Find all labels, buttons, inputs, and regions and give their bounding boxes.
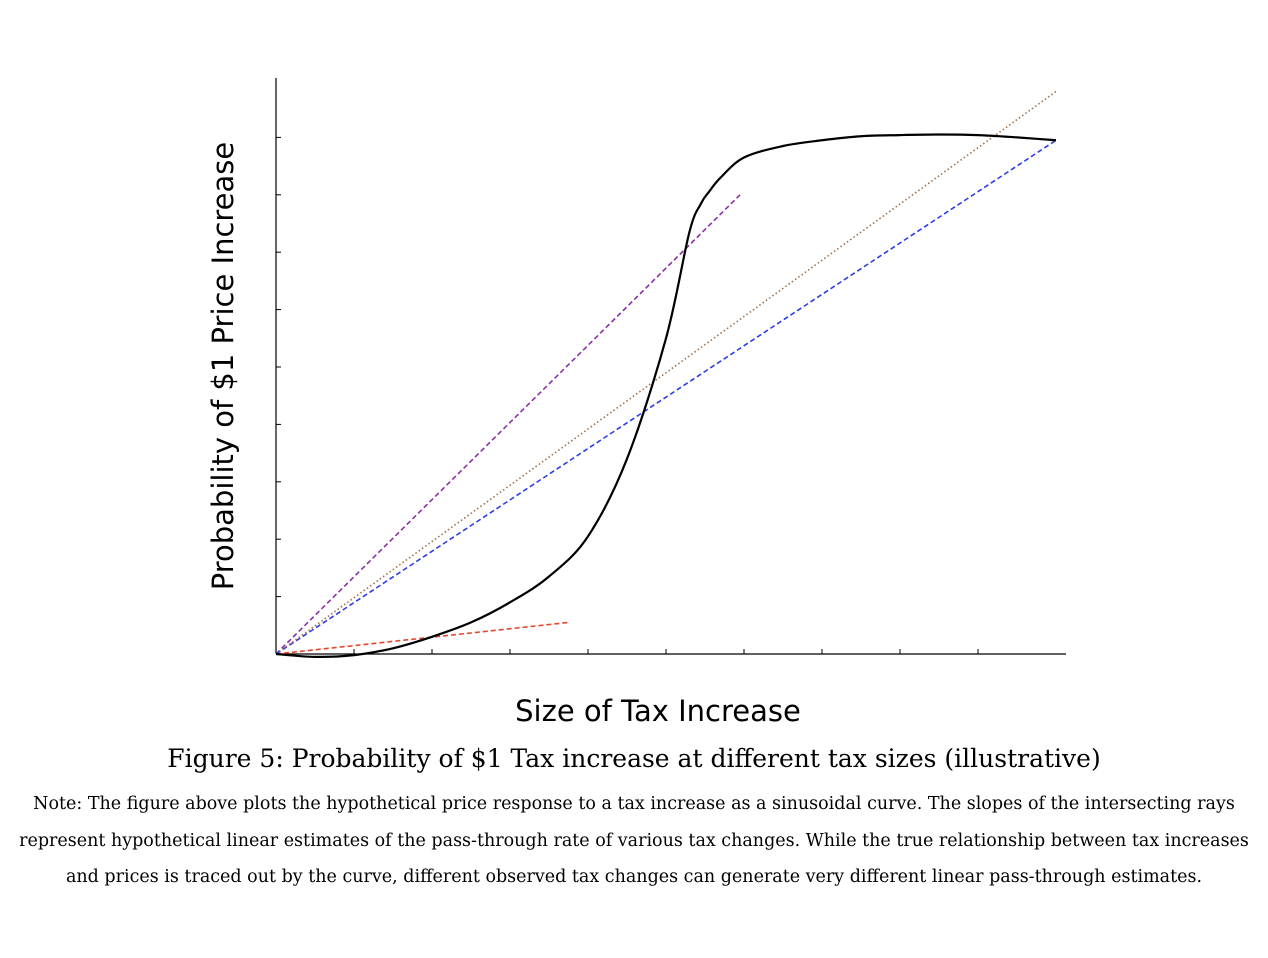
x-axis-label: Size of Tax Increase	[515, 694, 801, 728]
ray-line-3	[275, 139, 1057, 655]
ray-line-2	[275, 194, 741, 655]
axes	[275, 78, 1066, 655]
price-response-curve-line	[275, 133, 1057, 659]
price-response-curve	[275, 133, 1057, 659]
y-axis-label: Probability of $1 Price Increase	[206, 141, 240, 591]
ray-line-1	[275, 621, 569, 655]
figure-caption: Figure 5: Probability of $1 Tax increase…	[167, 744, 1101, 773]
ray-line-4	[275, 90, 1057, 655]
figure-note: Note: The figure above plots the hypothe…	[19, 794, 1249, 887]
axis-ticks	[276, 136, 979, 654]
ray-lines	[275, 90, 1057, 655]
